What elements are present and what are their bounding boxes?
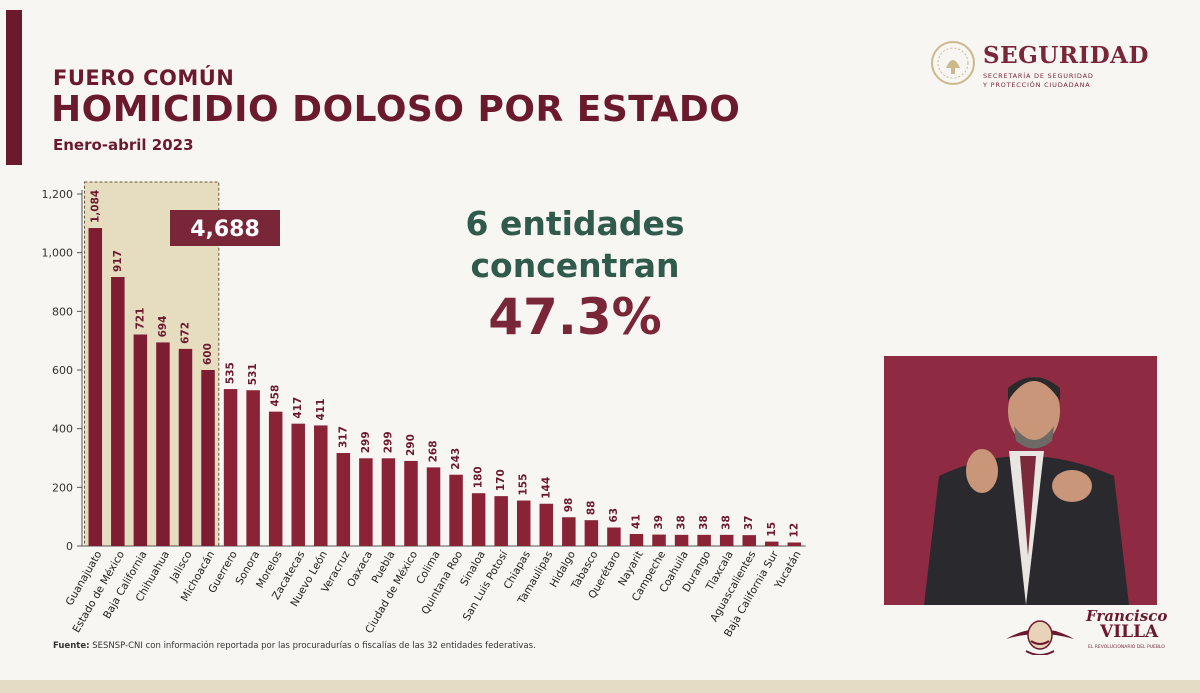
bar: [156, 342, 170, 546]
bar: [719, 534, 734, 546]
bar: [765, 541, 779, 546]
total-box-label: 4,688: [190, 217, 260, 242]
bar: [539, 503, 554, 546]
brand-tagline: EL REVOLUCIONARIO DEL PUEBLO: [1088, 645, 1165, 650]
source-text: SESNSP-CNI con información reportada por…: [92, 641, 536, 651]
bar-value-label: 37: [743, 516, 755, 531]
bar-value-label: 88: [585, 501, 597, 516]
bar-value-label: 38: [721, 515, 733, 530]
y-tick-label: 400: [52, 423, 73, 436]
concentration-percent: 47.3%: [488, 288, 662, 346]
bar: [88, 228, 103, 546]
bar-value-label: 317: [337, 426, 349, 448]
bar: [314, 425, 328, 546]
bar-value-label: 411: [315, 399, 327, 421]
bar: [652, 534, 666, 546]
total-box: [170, 210, 280, 246]
concentration-line-2: concentran: [470, 246, 680, 285]
bar-value-label: 917: [112, 250, 124, 272]
logo-name: SEGURIDAD: [983, 42, 1149, 69]
francisco-villa-logo: Francisco VILLA EL REVOLUCIONARIO DEL PU…: [1000, 605, 1170, 657]
bar-value-label: 15: [766, 522, 778, 537]
bar: [133, 334, 148, 546]
y-tick-label: 600: [52, 364, 73, 377]
y-tick-label: 1,000: [42, 247, 74, 260]
bar-value-label: 144: [540, 477, 552, 499]
bar: [404, 460, 418, 546]
bottom-strip: [0, 680, 1200, 693]
bar: [223, 389, 238, 546]
bar: [268, 411, 283, 546]
bar: [629, 533, 644, 546]
bar-value-label: 41: [630, 514, 642, 529]
logo-subtitle-2: Y PROTECCIÓN CIUDADANA: [983, 81, 1091, 89]
y-tick-label: 200: [52, 481, 73, 494]
bar-value-label: 721: [134, 308, 146, 330]
bar-value-label: 694: [157, 316, 169, 338]
period-label: Enero-abril 2023: [53, 136, 194, 154]
bar: [178, 348, 193, 546]
bar-value-label: 535: [225, 362, 237, 384]
bar-value-label: 417: [292, 397, 304, 419]
bar-value-label: 12: [788, 523, 800, 538]
bar: [336, 453, 351, 546]
bar-value-label: 299: [382, 431, 394, 453]
bar-value-label: 243: [450, 448, 462, 470]
bar: [494, 496, 508, 546]
national-emblem-icon: [931, 41, 975, 85]
brand-line-1: Francisco: [1086, 607, 1168, 625]
y-tick-label: 1,200: [42, 188, 74, 201]
bar: [426, 467, 441, 546]
bar: [516, 500, 531, 546]
y-tick-label: 800: [52, 305, 73, 318]
y-tick-label: 0: [66, 540, 73, 553]
bar: [584, 520, 599, 546]
category-label: FUERO COMÚN: [53, 66, 235, 90]
bar: [471, 493, 486, 546]
bar: [201, 370, 215, 546]
interpreter-figure-icon: [884, 356, 1157, 605]
villa-portrait-icon: [1006, 620, 1074, 656]
bar: [381, 458, 396, 546]
bar-value-label: 672: [179, 322, 191, 344]
source-label: Fuente:: [53, 641, 90, 651]
bar: [449, 474, 463, 546]
page-title: HOMICIDIO DOLOSO POR ESTADO: [51, 89, 741, 130]
bar-value-label: 170: [495, 469, 507, 491]
bar: [697, 534, 711, 546]
bar-value-label: 155: [518, 474, 530, 496]
bar: [787, 542, 802, 546]
bar-value-label: 39: [653, 515, 665, 530]
bar-value-label: 600: [202, 343, 214, 365]
bar-value-label: 38: [698, 515, 710, 530]
bar-value-label: 98: [563, 498, 575, 513]
bar-value-label: 268: [428, 440, 440, 462]
bar: [607, 527, 621, 546]
bar-value-label: 299: [360, 431, 372, 453]
bar-value-label: 290: [405, 434, 417, 456]
bar: [111, 277, 125, 546]
seguridad-logo: SEGURIDAD SECRETARÍA DE SEGURIDAD Y PROT…: [930, 40, 1160, 92]
logo-subtitle-1: SECRETARÍA DE SEGURIDAD: [983, 72, 1094, 80]
bar: [246, 390, 260, 546]
bar: [674, 534, 689, 546]
bar-value-label: 180: [473, 466, 485, 488]
brand-line-2: VILLA: [1100, 622, 1159, 642]
bar-value-label: 38: [676, 515, 688, 530]
sign-language-interpreter: [884, 356, 1157, 605]
bar-value-label: 531: [247, 363, 259, 385]
concentration-line-1: 6 entidades: [465, 204, 685, 243]
bar-value-label: 458: [270, 385, 282, 407]
bar: [562, 517, 576, 546]
accent-bar: [6, 10, 22, 165]
bar: [291, 423, 305, 546]
bar: [359, 458, 373, 546]
bar-value-label: 63: [608, 508, 620, 523]
bar: [742, 535, 756, 546]
source-note: Fuente: SESNSP-CNI con información repor…: [53, 641, 536, 651]
bar-value-label: 1,084: [89, 190, 101, 223]
